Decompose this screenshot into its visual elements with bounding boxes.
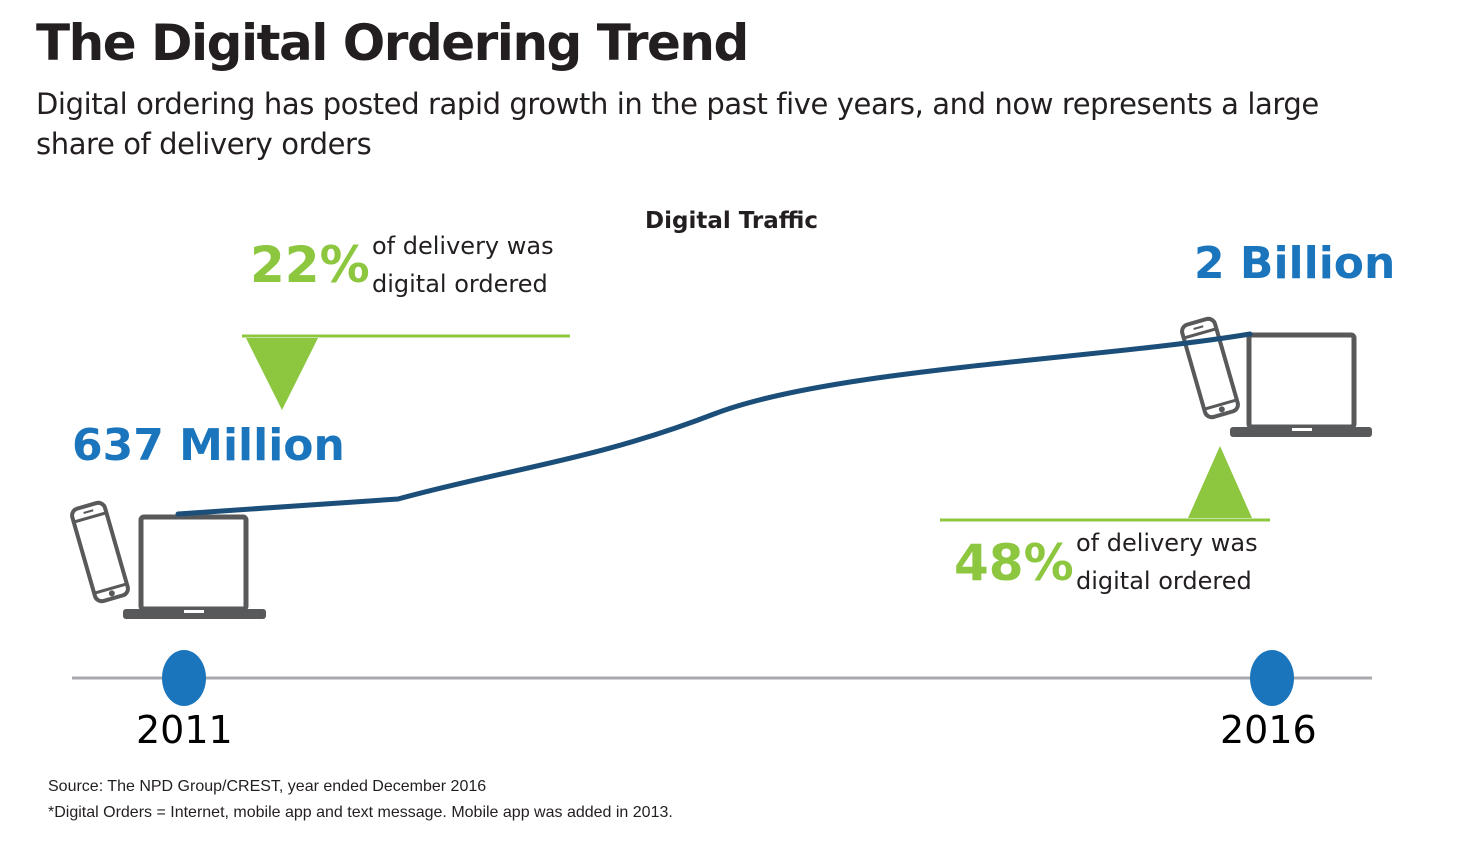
- timeline-marker-2011: [162, 650, 206, 706]
- down-arrow-icon: [246, 338, 318, 410]
- annotation-text-2011-line1: of delivery was: [372, 232, 554, 260]
- x-tick-label-2011: 2011: [136, 708, 233, 752]
- source-note: Source: The NPD Group/CREST, year ended …: [48, 778, 487, 795]
- traffic-series-line: [175, 331, 1253, 517]
- laptop-icon: [123, 514, 266, 619]
- timeline-marker-2016: [1250, 650, 1294, 706]
- phone-icon: [70, 500, 130, 604]
- footnote: *Digital Orders = Internet, mobile app a…: [48, 804, 673, 821]
- annotation-text-2016-line1: of delivery was: [1076, 529, 1258, 557]
- annotation-text-2011-line2: digital ordered: [372, 270, 548, 298]
- data-label-2011: 637 Million: [72, 420, 345, 471]
- chart-title: Digital Traffic: [645, 208, 819, 234]
- laptop-icon: [1230, 332, 1372, 437]
- up-arrow-icon: [1188, 446, 1252, 518]
- phone-icon: [1180, 316, 1240, 420]
- page-title: The Digital Ordering Trend: [36, 14, 749, 72]
- annotation-value-2011: 22%: [250, 236, 370, 294]
- annotation-text-2016-line2: digital ordered: [1076, 567, 1252, 595]
- page-subtitle: Digital ordering has posted rapid growth…: [36, 87, 1319, 161]
- annotation-value-2016: 48%: [954, 534, 1074, 592]
- x-tick-label-2016: 2016: [1220, 708, 1317, 752]
- data-label-2016: 2 Billion: [1194, 238, 1396, 289]
